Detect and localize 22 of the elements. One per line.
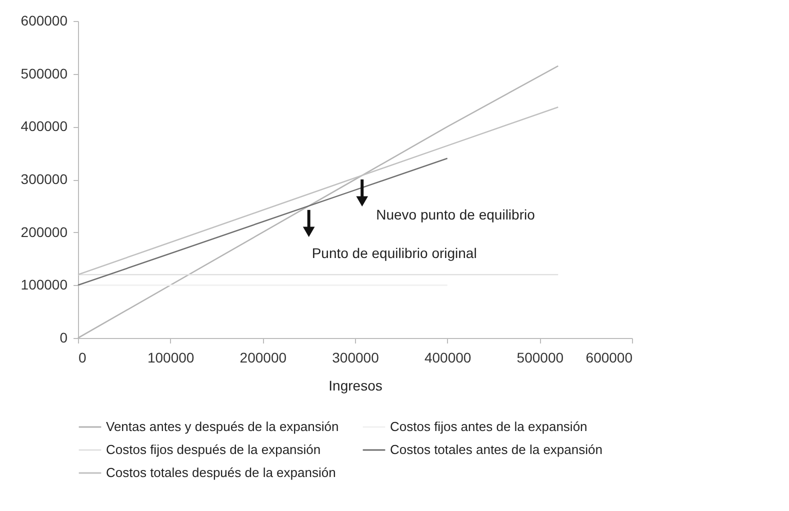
annotation: Nuevo punto de equilibrio [376, 206, 536, 222]
legend-label: Ventas antes y después de la expansión [106, 419, 339, 434]
y-tick-label: 200000 [20, 224, 68, 240]
x-tick-label: 100000 [147, 350, 194, 366]
x-tick-label: 200000 [240, 350, 287, 366]
legend-label: Costos fijos después de la expansión [106, 442, 321, 457]
x-tick-label: 600000 [586, 350, 633, 366]
y-tick-label: 500000 [20, 65, 68, 82]
x-axis-title: Ingresos [328, 378, 382, 394]
y-tick-label: 100000 [20, 276, 68, 293]
legend-label: Costos totales antes de la expansión [390, 442, 602, 457]
y-tick-label: 400000 [20, 118, 68, 134]
legend-label: Costos totales después de la expansión [106, 465, 336, 480]
y-tick-label: 0 [60, 330, 68, 346]
x-tick-label: 300000 [332, 350, 380, 366]
x-tick-label: 400000 [424, 350, 472, 366]
legend-label: Costos fijos antes de la expansión [390, 419, 588, 434]
x-tick-label: 500000 [516, 350, 564, 366]
y-tick-label: 300000 [20, 171, 68, 187]
y-tick-label: 600000 [20, 12, 68, 28]
annotation: Punto de equilibrio original [312, 244, 477, 261]
x-tick-label: 0 [78, 350, 86, 366]
